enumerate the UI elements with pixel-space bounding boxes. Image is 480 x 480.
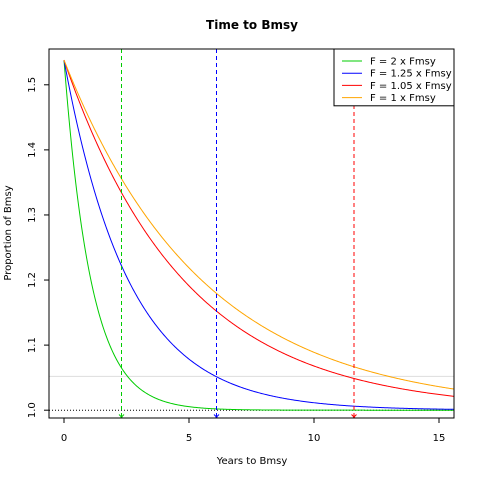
y-tick-label: 1.0 [27,402,38,418]
y-tick-label: 1.5 [27,77,38,93]
legend-entry: F = 1.05 x Fmsy [370,81,452,92]
threshold-marker [351,414,357,418]
x-tick-label: 10 [308,433,321,444]
series-line [63,59,454,410]
legend-entry: F = 2 x Fmsy [370,57,436,68]
y-tick-label: 1.2 [27,272,38,288]
x-axis-label: Years to Bmsy [216,456,288,467]
y-axis-label: Proportion of Bmsy [3,185,14,280]
x-tick-label: 5 [186,433,192,444]
x-tick-label: 15 [433,433,446,444]
y-tick-label: 1.3 [27,207,38,223]
threshold-marker [213,414,220,418]
legend-entry: F = 1.25 x Fmsy [370,69,452,80]
threshold-marker [118,414,125,418]
chart-title: Time to Bmsy [206,18,298,32]
series-line [63,60,454,411]
y-tick-label: 1.1 [27,337,38,353]
legend-box [333,48,455,107]
legend-entry: F = 1 x Fmsy [370,93,436,104]
plot-frame [48,48,455,419]
series-line [63,59,454,397]
plot-area [49,49,454,418]
x-tick-label: 0 [61,433,67,444]
y-tick-label: 1.4 [27,142,38,158]
series-line [63,59,454,390]
